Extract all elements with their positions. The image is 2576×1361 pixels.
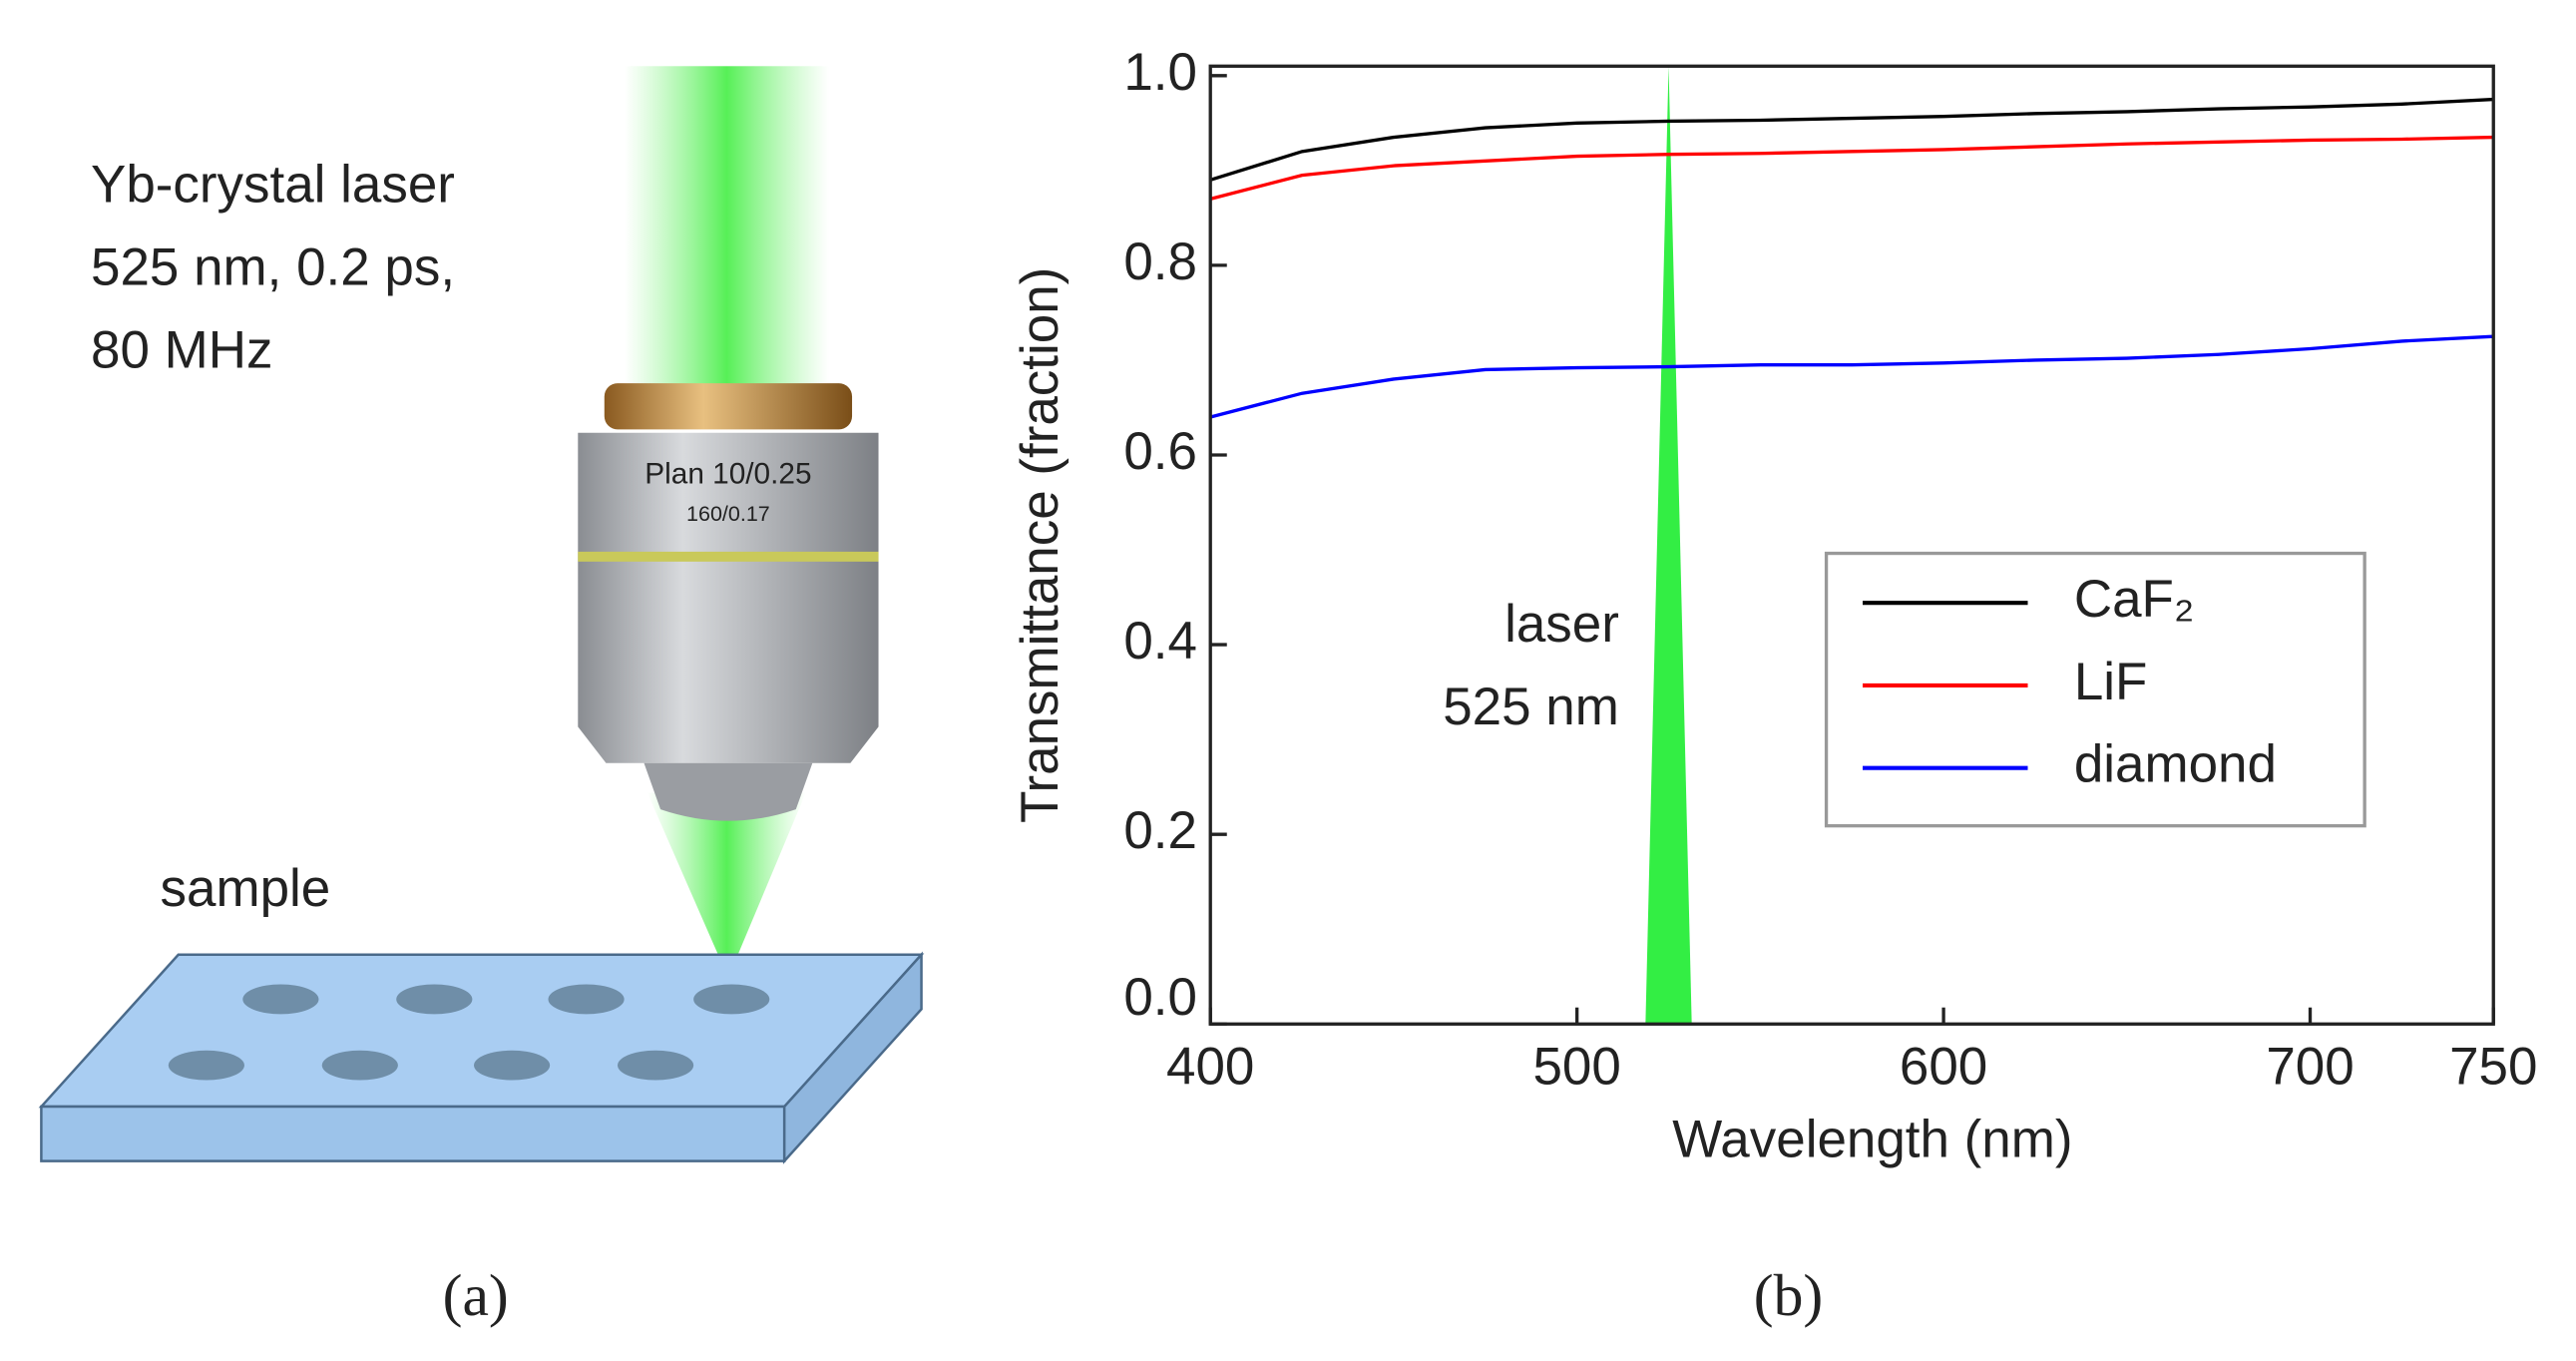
x-axis-label: Wavelength (nm) <box>1672 1110 2072 1168</box>
laser-label: 525 nm <box>1443 678 1619 736</box>
y-tick-label: 0.0 <box>1123 968 1197 1027</box>
sample-side <box>782 951 923 1164</box>
x-tick-label: 500 <box>1532 1038 1620 1097</box>
laser-text: 525 nm, 0.2 ps, <box>91 238 455 297</box>
focused-beam <box>646 792 806 978</box>
sample-spots <box>168 984 770 1081</box>
objective-ring <box>604 383 853 430</box>
series-line <box>1209 334 2494 419</box>
legend-label: diamond <box>2074 735 2277 794</box>
laser-text: Yb-crystal laser <box>91 156 455 215</box>
x-tick-label: 600 <box>1900 1038 1987 1097</box>
x-tick-label: 750 <box>2449 1038 2537 1097</box>
legend-label: CaF₂ <box>2074 570 2195 629</box>
y-tick-label: 0.8 <box>1123 232 1197 291</box>
x-tick-label: 400 <box>1166 1038 1254 1097</box>
caption: (b) <box>1754 1262 1823 1328</box>
objective-tip <box>644 762 813 821</box>
objective-label: 160/0.17 <box>686 502 770 526</box>
laser-text: 80 MHz <box>91 320 272 379</box>
y-tick-label: 0.2 <box>1123 801 1197 860</box>
sample-label: sample <box>161 859 331 918</box>
y-tick-label: 1.0 <box>1123 43 1197 102</box>
y-tick-label: 0.4 <box>1123 612 1197 671</box>
caption: (a) <box>443 1262 509 1328</box>
laser-label: laser <box>1504 595 1619 654</box>
laser-band <box>1645 66 1692 1025</box>
plot-frame <box>1208 64 2495 1026</box>
laser-beam <box>624 66 829 413</box>
objective-body <box>578 432 879 763</box>
series-line <box>1209 97 2494 182</box>
objective-stripe <box>578 551 879 562</box>
panel-a-drawing: Plan 10/0.25 160/0.17 Yb-crystal laser 5… <box>38 66 1823 1328</box>
sample-front <box>40 1105 786 1162</box>
series-line <box>1209 135 2494 201</box>
y-tick-label: 0.6 <box>1123 422 1197 481</box>
sample-top <box>38 953 925 1109</box>
legend-label: LiF <box>2074 653 2148 711</box>
y-axis-label: Transmittance (fraction) <box>1011 267 1070 823</box>
x-tick-label: 700 <box>2266 1038 2354 1097</box>
objective-label: Plan 10/0.25 <box>644 458 811 491</box>
legend-box <box>1824 551 2366 828</box>
